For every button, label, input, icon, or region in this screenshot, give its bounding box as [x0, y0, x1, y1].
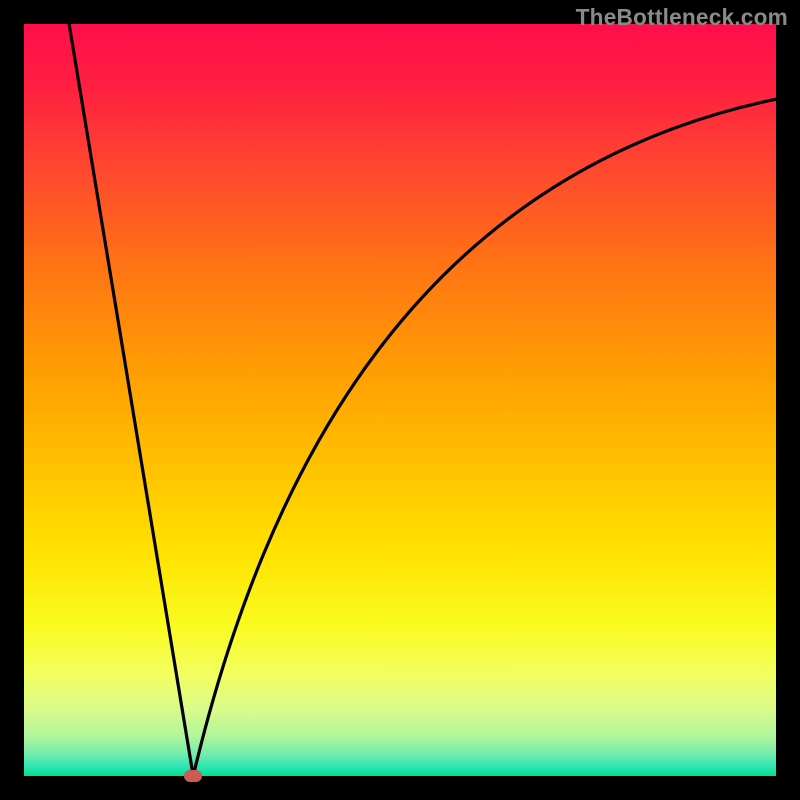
curve-path: [69, 24, 776, 776]
watermark-text: TheBottleneck.com: [576, 4, 788, 31]
bottleneck-curve: [24, 24, 776, 776]
plot-area: [24, 24, 776, 776]
optimal-point-marker: [184, 770, 202, 782]
chart-stage: TheBottleneck.com: [0, 0, 800, 800]
